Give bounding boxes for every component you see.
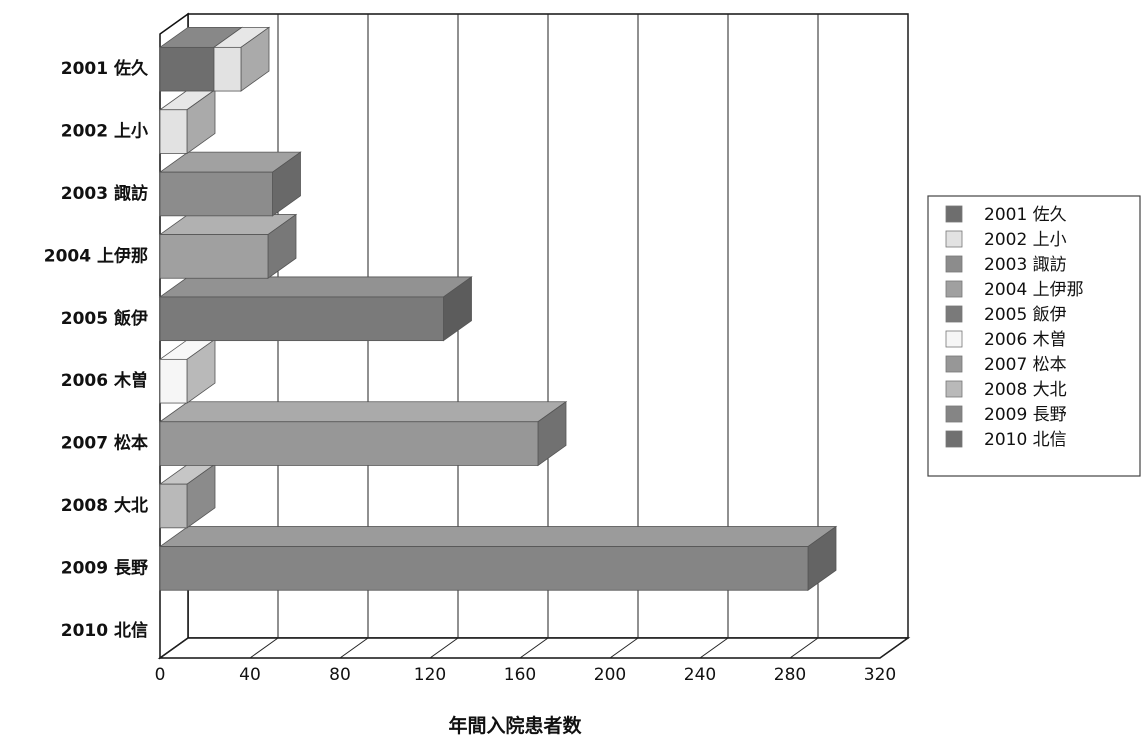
category-label: 2004 上伊那 [44, 245, 148, 266]
category-label: 2009 長野 [61, 558, 148, 578]
category-label: 2006 木曽 [61, 370, 148, 391]
legend-swatch [945, 230, 963, 248]
x-tick-label: 0 [155, 665, 166, 685]
floor-line [699, 637, 729, 659]
x-tick-label: 280 [774, 665, 806, 685]
x-tick-label: 40 [239, 665, 261, 685]
bar-6-top [158, 401, 568, 423]
legend-entry: 2007 松本 [984, 355, 1067, 375]
x-axis-label: 年間入院患者数 [448, 714, 582, 737]
bar-5 [158, 338, 217, 404]
floor-line [609, 637, 639, 659]
bar-series [158, 26, 838, 592]
legend-entry: 2009 長野 [984, 405, 1067, 425]
floor-line [339, 637, 369, 659]
legend-swatch [945, 405, 963, 423]
category-labels: 2001 佐久 2002 上小 2003 諏訪 2004 上伊那 2005 飯伊 2006… [44, 58, 148, 641]
floor-line [789, 637, 819, 659]
bar-0-seg-1-front [213, 46, 242, 92]
bar-7 [158, 463, 217, 529]
bar-4-top [158, 276, 473, 298]
x-tick-label: 160 [504, 665, 536, 685]
bar-4 [158, 276, 473, 342]
floor-line [519, 637, 549, 659]
legend-entry: 2006 木曽 [984, 330, 1067, 350]
x-tick-label: 320 [864, 665, 896, 685]
floor-line [429, 637, 459, 659]
legend-box [927, 195, 1141, 477]
floor-line [159, 637, 189, 659]
bar-3 [158, 213, 298, 280]
legend-entry: 2001 佐久 [984, 205, 1067, 225]
bar-6-front [159, 421, 539, 466]
legend: 2001 佐久 2002 上小 2003 諏訪 2004 上伊那 2005 飯伊 2006… [927, 195, 1141, 477]
category-label: 2010 北信 [61, 620, 148, 641]
bar-6 [158, 400, 568, 467]
legend-swatch [945, 330, 963, 348]
bar-1-front [159, 109, 188, 154]
x-tick-label: 80 [329, 665, 351, 685]
bar-8 [158, 525, 838, 592]
legend-swatch [945, 205, 963, 223]
legend-entry: 2005 飯伊 [984, 305, 1067, 325]
bar-8-top [158, 526, 838, 547]
x-tick-label: 240 [684, 665, 716, 685]
bar-2-front [159, 171, 273, 217]
legend-entry: 2003 諏訪 [984, 255, 1067, 275]
legend-swatch [945, 255, 963, 273]
bar-0-seg-1 [212, 26, 271, 92]
legend-entry: 2002 上小 [984, 230, 1067, 250]
legend-swatch [945, 355, 963, 373]
legend-swatch [945, 280, 963, 298]
legend-entry: 2004 上伊那 [984, 280, 1084, 300]
legend-swatch [945, 380, 963, 398]
bar-1 [158, 88, 217, 155]
category-label: 2002 上小 [61, 122, 148, 142]
category-label: 2007 松本 [61, 433, 148, 454]
floor-line [879, 637, 909, 659]
x-tick-label: 120 [414, 665, 446, 685]
x-tick-labels: 0 40 80 120 160 200 240 280 320 [155, 665, 897, 685]
bar-4-front [159, 296, 444, 342]
category-label: 2001 佐久 [61, 58, 148, 79]
category-label: 2005 飯伊 [61, 308, 148, 329]
bar-0-seg-0-front [159, 46, 215, 92]
legend-entry: 2008 大北 [984, 380, 1067, 400]
bar-8-front [159, 546, 809, 591]
x-tick-label: 200 [594, 665, 626, 685]
legend-swatch [945, 305, 963, 323]
bar-7-front [159, 483, 188, 529]
bar-2 [158, 151, 302, 217]
category-label: 2003 諏訪 [61, 183, 148, 204]
legend-entry: 2010 北信 [984, 430, 1067, 450]
category-label: 2008 大北 [61, 495, 148, 516]
floor-line [249, 637, 279, 659]
legend-swatch [945, 430, 963, 448]
bar-5-front [159, 358, 188, 404]
bar-3-front [159, 234, 269, 279]
